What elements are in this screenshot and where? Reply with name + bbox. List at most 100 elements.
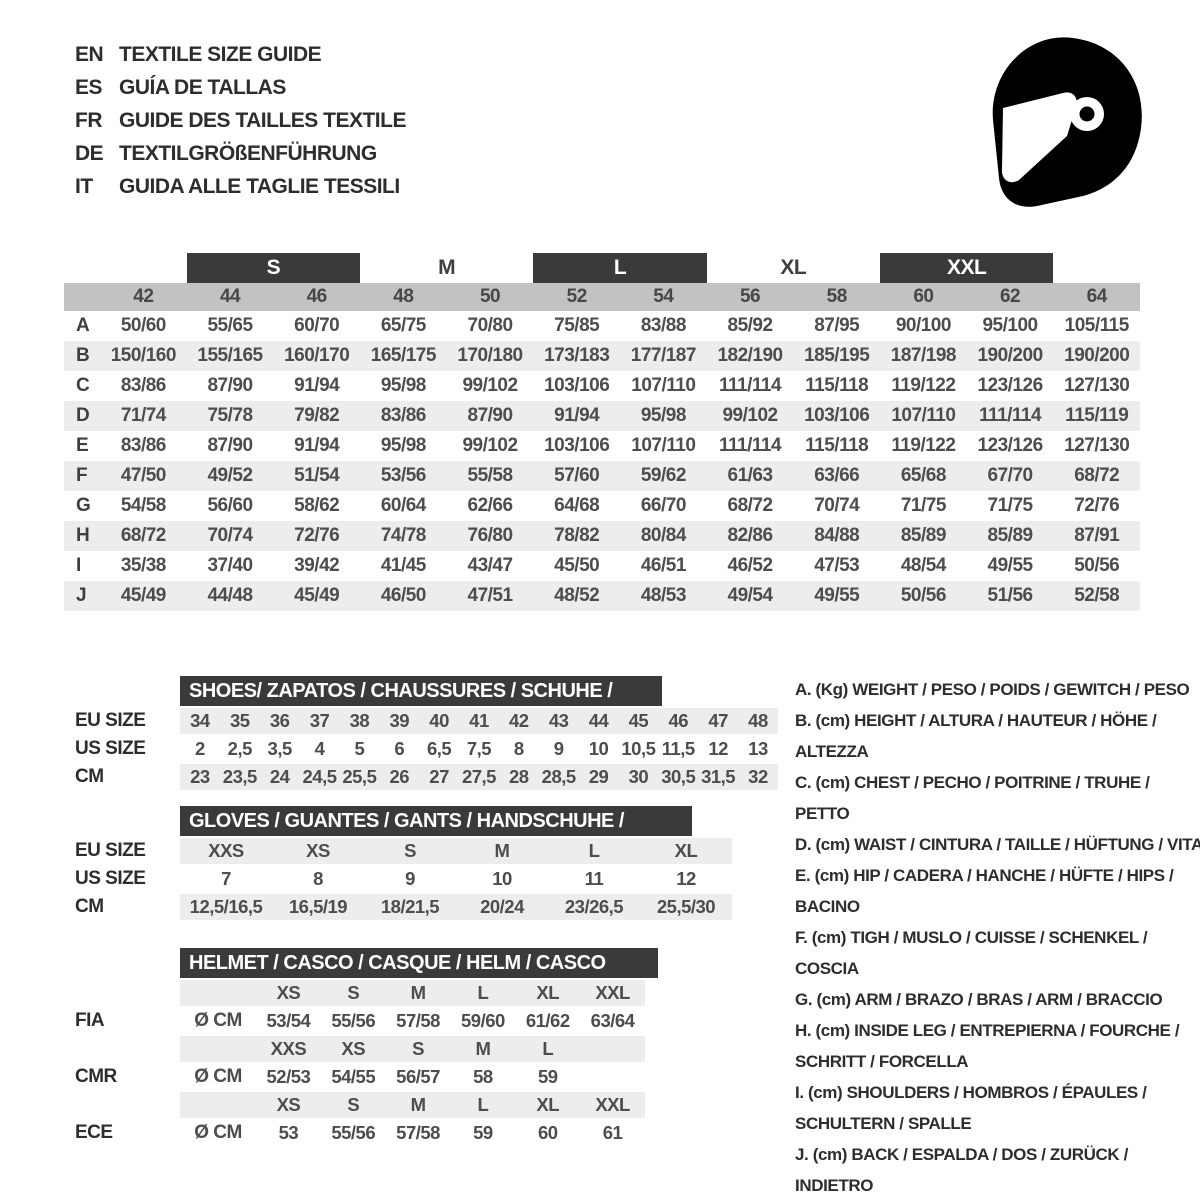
shoes-cell: 2 <box>195 738 205 759</box>
measurement-cell: 85/89 <box>900 525 947 546</box>
measurement-cell: 47/50 <box>120 465 167 486</box>
measurement-cell: 111/114 <box>979 405 1042 426</box>
measurement-cell: 123/126 <box>977 375 1043 396</box>
measurement-cell: 49/54 <box>727 585 774 606</box>
measurement-cell: 49/55 <box>987 555 1034 576</box>
measurement-row-f: F 47/50 49/52 51/54 53/56 55/58 57/60 59/62 61/6… <box>64 461 1140 491</box>
row-letter: B <box>76 345 90 366</box>
measurement-cell: 107/110 <box>631 435 696 456</box>
measurement-cell: 150/160 <box>110 345 177 366</box>
helmet-cm-cell: 63/64 <box>590 1010 635 1031</box>
measurement-cell: 185/195 <box>804 345 870 366</box>
gloves-cell: 23/26,5 <box>564 896 624 917</box>
helmet-table-title: HELMET / CASCO / CASQUE / HELM / CASCO <box>180 948 658 978</box>
measurement-cell: 59/62 <box>640 465 687 486</box>
measurement-cell: 82/86 <box>727 525 774 546</box>
gloves-row: EU SIZE XXS XS S M L XL <box>64 838 732 864</box>
measurement-cell: 182/190 <box>717 345 783 366</box>
measurement-cell: 87/91 <box>1074 525 1120 546</box>
shoes-cell: 40 <box>429 710 449 731</box>
gloves-row-label: EU SIZE <box>75 840 146 861</box>
gloves-cell: S <box>404 840 416 861</box>
measurement-cell: 111/114 <box>719 375 782 396</box>
row-letter: I <box>76 555 81 576</box>
size-column-header: 52 <box>566 286 588 307</box>
gloves-cell: 16,5/19 <box>288 896 348 917</box>
measurement-row-h: H 68/72 70/74 72/76 74/78 76/80 78/82 80/84 82/8… <box>64 521 1140 551</box>
language-label: GUIDE DES TAILLES TEXTILE <box>119 109 406 132</box>
helmet-icon <box>975 28 1160 213</box>
measurement-cell: 75/85 <box>554 315 600 336</box>
helmet-size-label: M <box>410 982 426 1003</box>
helmet-title-row: HELMET / CASCO / CASQUE / HELM / CASCO <box>64 948 658 978</box>
gloves-cell: M <box>494 840 510 861</box>
shoes-cell: 24 <box>269 766 290 787</box>
size-band-row: S M L XL XXL <box>64 253 1140 283</box>
shoes-cell: 28 <box>509 766 529 787</box>
shoes-cell: 39 <box>389 710 410 731</box>
gloves-row: CM 12,5/16,5 16,5/19 18/21,5 20/24 23/26,5 25,… <box>64 894 732 920</box>
gloves-row: US SIZE 7 8 9 10 11 12 <box>64 866 732 892</box>
shoes-cell: 47 <box>708 710 728 731</box>
row-letter: H <box>76 525 90 546</box>
diameter-unit-label: Ø CM <box>194 1010 242 1031</box>
measurement-cell: 78/82 <box>554 525 600 546</box>
size-band-l: L <box>533 253 707 283</box>
helmet-cm-cell: 53 <box>278 1122 299 1143</box>
measurement-row-a: A 50/60 55/65 60/70 65/75 70/80 75/85 83/88 85/9… <box>64 311 1140 341</box>
measurement-cell: 80/84 <box>640 525 687 546</box>
measurement-cell: 107/110 <box>891 405 956 426</box>
shoes-rows: EU SIZE 34 35 36 37 38 39 40 41 42 43 44 45 46 47 48 US … <box>64 708 778 790</box>
shoes-cell: 28,5 <box>541 766 577 787</box>
measurement-cell: 75/78 <box>207 405 253 426</box>
helmet-cm-cell: 54/55 <box>331 1066 376 1087</box>
measurement-cell: 50/60 <box>120 315 167 336</box>
measurement-cell: 99/102 <box>462 435 518 456</box>
gloves-values: XXS XS S M L XL <box>180 838 732 864</box>
legend-item-g: G. (cm) ARM / BRAZO / BRAS / ARM / BRACC… <box>795 990 1163 1009</box>
measurement-row-j: J 45/49 44/48 45/49 46/50 47/51 48/52 48/53 49/5… <box>64 581 1140 611</box>
gloves-cell: XL <box>674 840 698 861</box>
measurement-cell: 48/54 <box>900 555 947 576</box>
language-label: TEXTILGRÖßENFÜHRUNG <box>119 142 377 165</box>
helmet-values: Ø CM 53/54 55/56 57/58 59/60 61/62 63/64 <box>180 1008 645 1034</box>
gloves-cell: 12 <box>676 868 696 889</box>
measurement-cell: 99/102 <box>722 405 778 426</box>
measurement-cell: 70/74 <box>814 495 860 516</box>
legend-item-d: D. (cm) WAIST / CINTURA / TAILLE / HÜFTU… <box>795 835 1200 854</box>
measurement-cell: 46/52 <box>727 555 774 576</box>
measurement-cell: 95/98 <box>380 435 427 456</box>
shoes-cell: 11,5 <box>661 738 695 759</box>
helmet-size-label: S <box>347 982 360 1003</box>
language-title-list: EN TEXTILE SIZE GUIDE ES GUÍA DE TALLAS FR GU… <box>75 38 406 203</box>
shoes-cell: 32 <box>748 766 768 787</box>
gloves-row-label: CM <box>75 896 104 917</box>
measurement-cell: 123/126 <box>977 435 1043 456</box>
language-code: IT <box>75 175 93 198</box>
measurement-cell: 55/65 <box>207 315 253 336</box>
shoes-values: 2 2,5 3,5 4 5 6 6,5 7,5 8 9 10 10,5 11,5 12 13 <box>180 736 778 762</box>
measurement-cell: 63/66 <box>814 465 860 486</box>
shoes-values: 23 23,5 24 24,5 25,5 26 27 27,5 28 28,5 29 30 30,5 31… <box>180 764 778 790</box>
size-column-header: 44 <box>219 286 241 307</box>
helmet-cm-cell: 59/60 <box>461 1010 505 1031</box>
measurement-cell: 50/56 <box>900 585 947 606</box>
size-band-xl: XL <box>780 256 807 279</box>
measurement-cell: 103/106 <box>544 435 610 456</box>
language-title-de: DE TEXTILGRÖßENFÜHRUNG <box>75 137 406 170</box>
measurement-cell: 65/75 <box>380 315 427 336</box>
shoes-row: US SIZE 2 2,5 3,5 4 5 6 6,5 7,5 8 9 10 10,5 11,5 12 13 <box>64 736 778 762</box>
shoes-table-title: SHOES/ ZAPATOS / CHAUSSURES / SCHUHE / S… <box>180 676 662 732</box>
gloves-cell: 10 <box>492 868 512 889</box>
gloves-cell: XXS <box>208 840 244 861</box>
row-letter: G <box>76 495 91 516</box>
measurement-cell: 155/165 <box>197 345 263 366</box>
measurement-cell: 91/94 <box>294 435 340 456</box>
size-column-header: 62 <box>999 286 1021 307</box>
language-code: ES <box>75 76 103 99</box>
size-column-header: 58 <box>826 286 848 307</box>
measurement-cell: 41/45 <box>380 555 427 576</box>
helmet-size-label: XL <box>536 982 560 1003</box>
language-label: GUÍA DE TALLAS <box>119 76 286 99</box>
